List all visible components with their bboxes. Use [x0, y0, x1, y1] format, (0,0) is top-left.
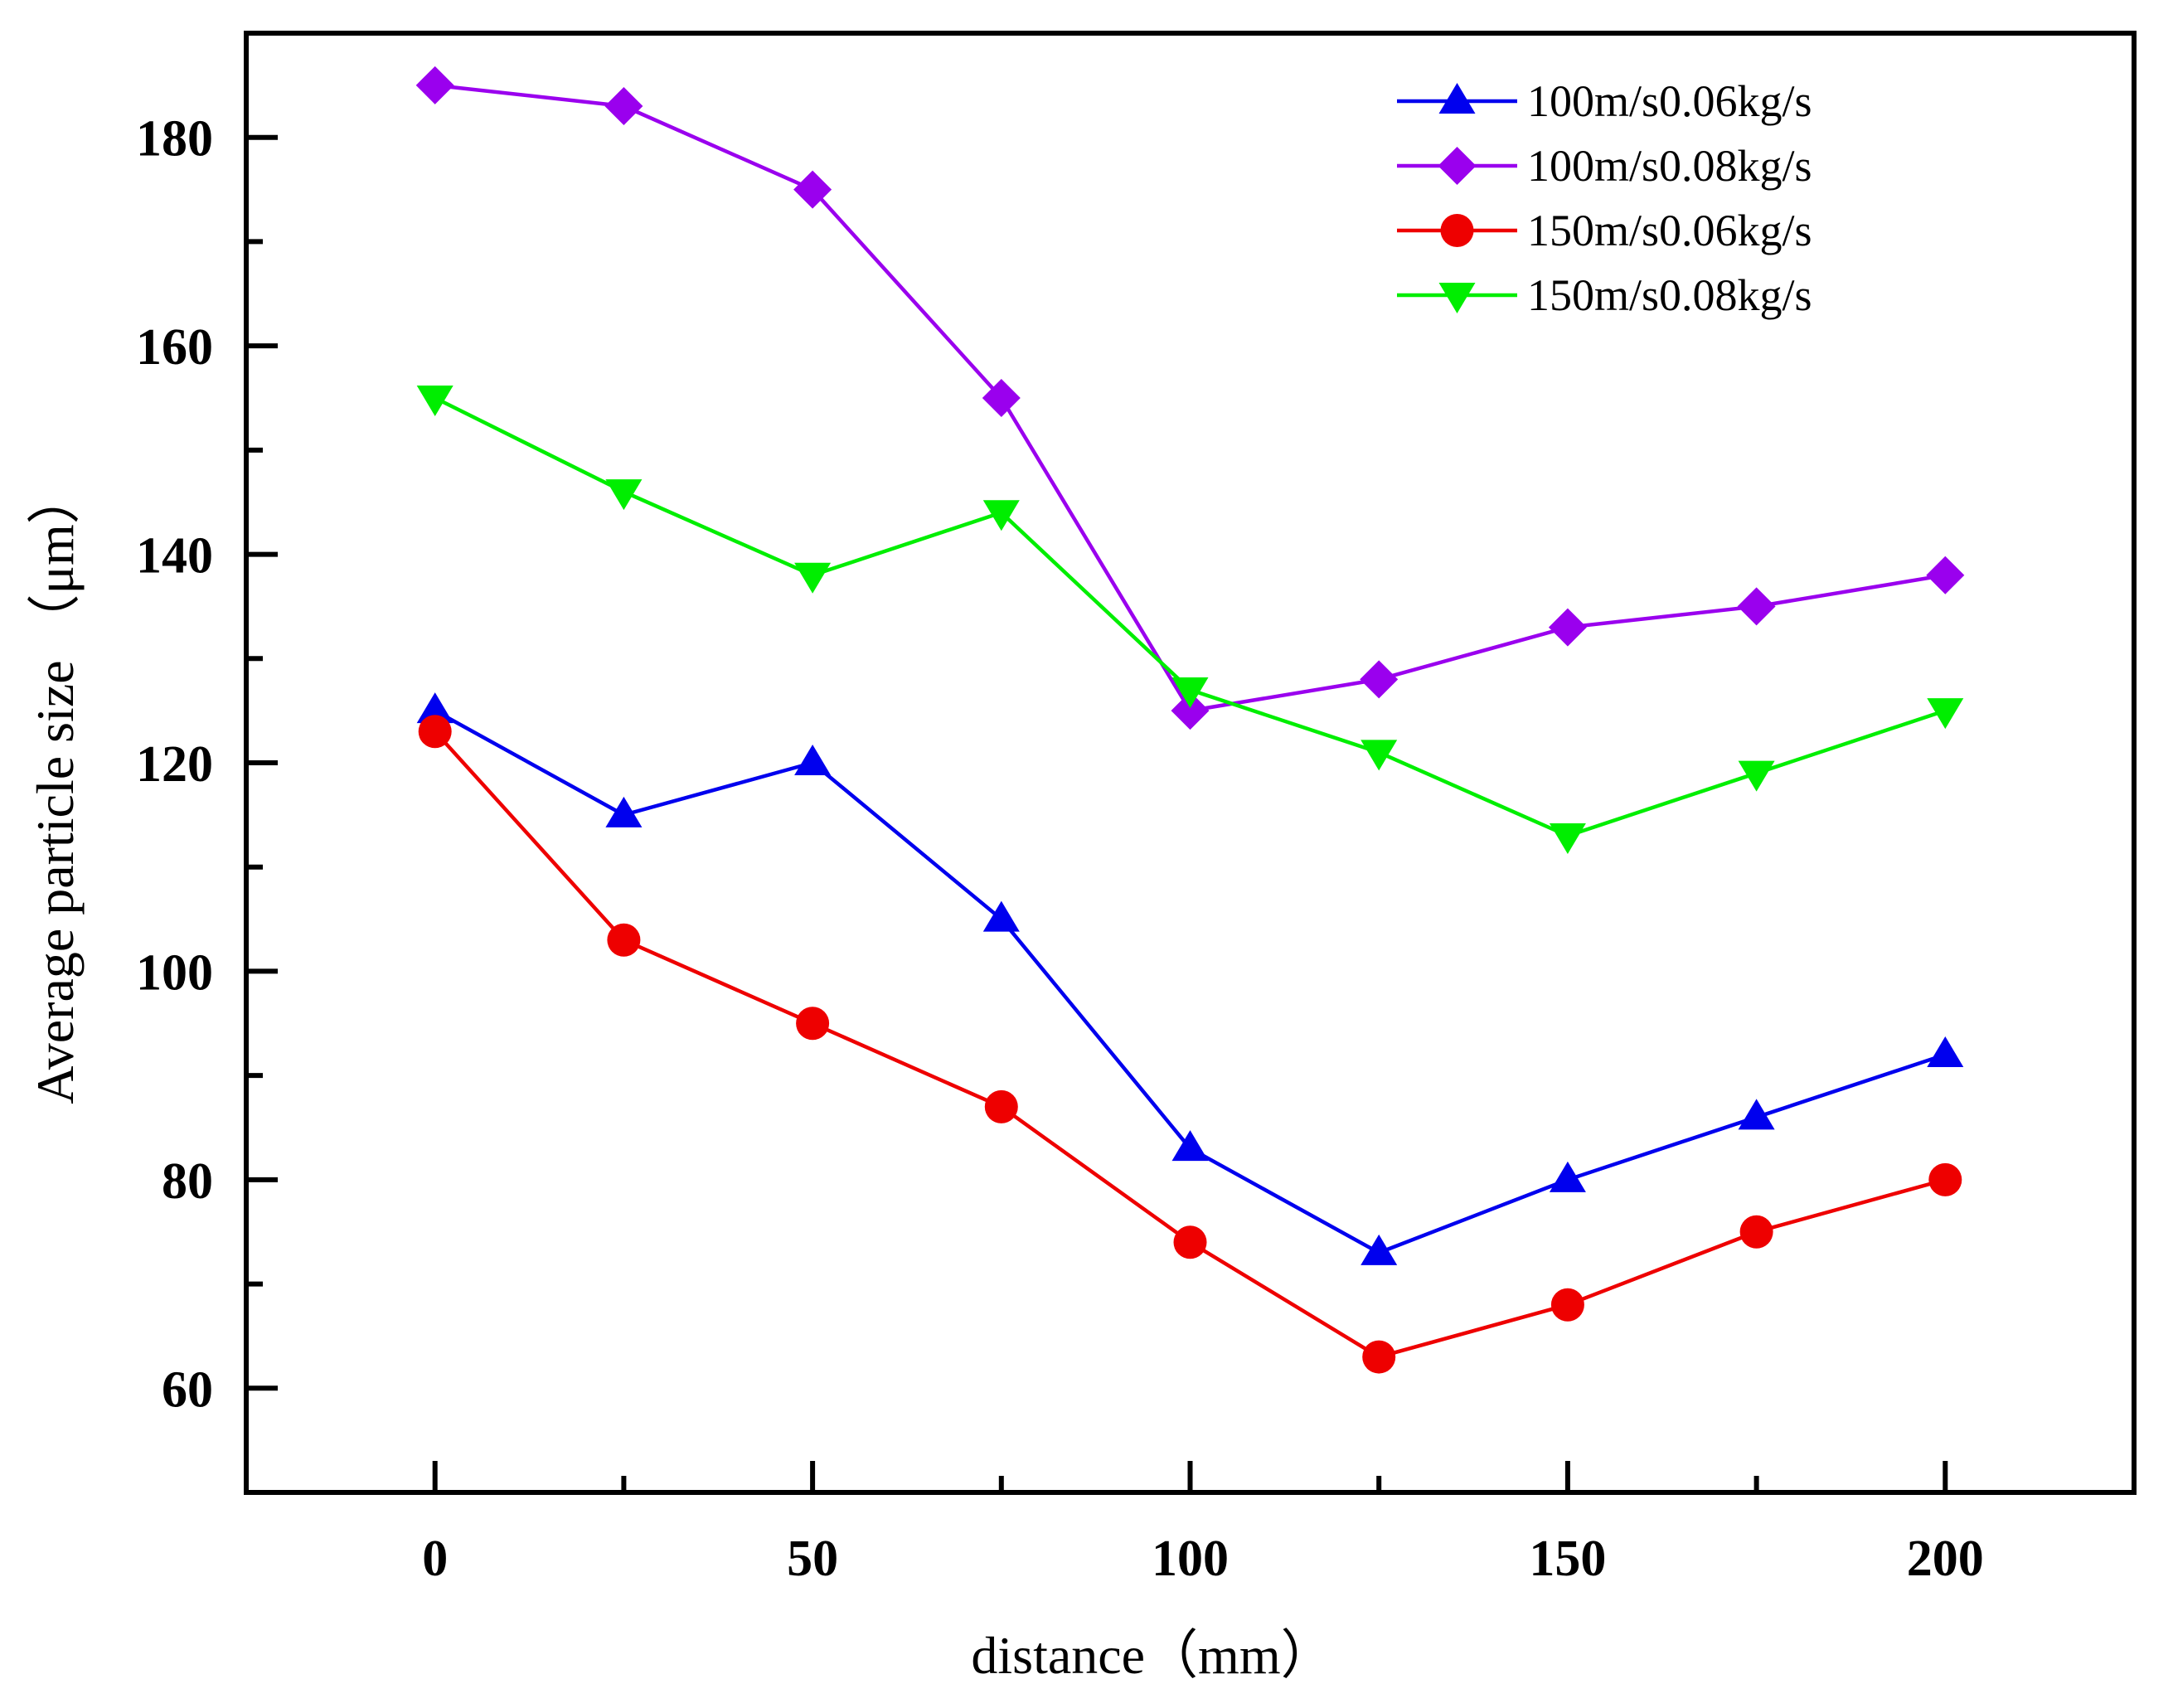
- data-point: [1738, 1099, 1775, 1130]
- y-axis-title: Average particle size （μm）: [26, 471, 85, 1104]
- legend-item: 150m/s0.08kg/s: [1397, 270, 1812, 320]
- data-point: [604, 87, 643, 125]
- x-axis: 0 50 100 150 200: [422, 1461, 1984, 1587]
- data-point: [1171, 1130, 1209, 1162]
- data-point: [1927, 1036, 1964, 1067]
- data-point: [1171, 691, 1210, 730]
- series-layer: [415, 66, 1965, 1374]
- data-point: [1360, 660, 1399, 699]
- legend-marker: [1440, 214, 1474, 247]
- data-point: [1362, 1340, 1396, 1374]
- data-point: [1549, 1161, 1586, 1192]
- data-point: [1737, 587, 1776, 626]
- y-axis: 60 80 100 120 140 160 180: [136, 111, 278, 1418]
- data-point: [982, 900, 1020, 932]
- y-tick-label: 60: [162, 1361, 213, 1418]
- legend-label: 150m/s0.08kg/s: [1527, 270, 1812, 320]
- x-tick-label: 0: [422, 1531, 448, 1587]
- data-point: [416, 386, 454, 416]
- series-1: [416, 692, 1964, 1265]
- data-point: [982, 500, 1020, 531]
- series-line: [434, 730, 1946, 1359]
- legend: 100m/s0.06kg/s 100m/s0.08kg/s 150m/s0.06kg…: [1397, 76, 1812, 320]
- data-point: [416, 692, 454, 724]
- data-point: [1548, 608, 1587, 647]
- y-tick-label: 160: [136, 319, 213, 376]
- y-tick-label: 140: [136, 528, 213, 585]
- series-2: [415, 66, 1965, 730]
- x-axis-title: distance（mm）: [971, 1626, 1333, 1685]
- x-tick-label: 50: [787, 1531, 838, 1587]
- legend-item: 100m/s0.06kg/s: [1397, 76, 1812, 126]
- data-point: [1738, 760, 1775, 792]
- series-line: [434, 709, 1947, 1255]
- data-point: [794, 562, 832, 594]
- data-point: [605, 796, 643, 827]
- data-point: [984, 1089, 1018, 1123]
- data-point: [1361, 740, 1398, 771]
- x-tick-label: 150: [1529, 1531, 1606, 1587]
- data-point: [1171, 677, 1209, 708]
- data-point: [982, 379, 1021, 417]
- legend-label: 100m/s0.08kg/s: [1527, 141, 1812, 191]
- legend-marker: [1438, 83, 1476, 114]
- legend-item: 100m/s0.08kg/s: [1397, 141, 1812, 191]
- series-3: [418, 715, 1962, 1374]
- data-point: [796, 1007, 830, 1041]
- data-point: [1926, 556, 1965, 594]
- data-point: [1173, 1225, 1207, 1259]
- legend-item: 150m/s0.06kg/s: [1397, 206, 1812, 255]
- y-tick-label: 180: [136, 111, 213, 167]
- legend-marker: [1438, 283, 1476, 313]
- data-point: [1739, 1215, 1773, 1249]
- data-point: [1928, 1162, 1962, 1196]
- legend-label: 150m/s0.06kg/s: [1527, 206, 1812, 255]
- data-point: [605, 479, 643, 511]
- data-point: [418, 715, 452, 749]
- y-tick-label: 100: [136, 944, 213, 1001]
- data-point: [1549, 823, 1586, 854]
- series-line: [434, 395, 1947, 838]
- y-tick-label: 80: [162, 1153, 213, 1210]
- x-tick-label: 100: [1152, 1531, 1229, 1587]
- data-point: [1361, 1234, 1398, 1265]
- data-point: [607, 923, 641, 957]
- data-point: [1927, 698, 1964, 730]
- data-point: [1550, 1288, 1584, 1322]
- legend-label: 100m/s0.06kg/s: [1527, 76, 1812, 126]
- x-tick-label: 200: [1907, 1531, 1984, 1587]
- data-point: [415, 66, 454, 104]
- series-4: [416, 386, 1964, 854]
- y-tick-label: 120: [136, 736, 213, 793]
- legend-marker: [1438, 147, 1477, 185]
- data-point: [793, 170, 832, 209]
- data-point: [794, 745, 832, 775]
